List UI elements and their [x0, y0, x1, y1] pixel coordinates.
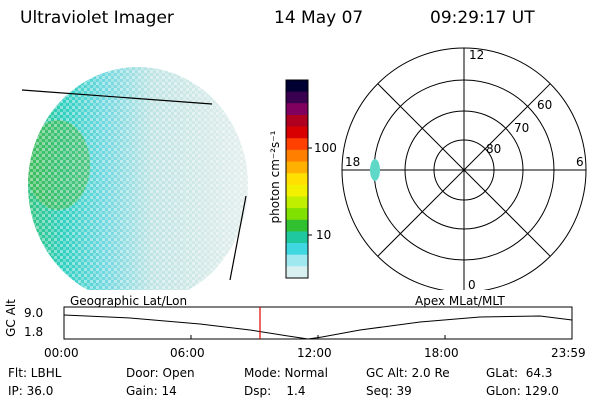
app-title: Ultraviolet Imager	[20, 8, 174, 28]
time-label: 09:29:17 UT	[430, 8, 535, 28]
status-gain: Gain: 14	[126, 384, 177, 398]
colorbar-band	[286, 173, 308, 186]
colorbar-band	[286, 184, 308, 197]
colorbar-band	[286, 126, 308, 139]
timeline-xlabel-0600: 06:00	[170, 346, 205, 360]
colorbar-band	[286, 196, 308, 209]
lat-label-80: 80	[486, 142, 501, 156]
polar-diagonal-2	[377, 83, 551, 257]
colorbar-band	[286, 138, 308, 151]
disc-emission	[28, 67, 248, 290]
timeline-ylabel-min: 1.8	[24, 325, 44, 339]
date-label: 14 May 07	[274, 8, 364, 28]
colorbar-band	[286, 266, 308, 279]
colorbar-band	[286, 231, 308, 244]
timeline-xlabel-1800: 18:00	[424, 346, 459, 360]
gc-alt-trace	[63, 314, 573, 340]
timeline-axis-title: GC Alt	[4, 299, 18, 337]
timeline-plot	[63, 306, 573, 340]
status-gc-alt: GC Alt: 2.0 Re	[366, 366, 450, 380]
colorbar-band	[286, 149, 308, 163]
colorbar-band	[286, 208, 308, 221]
colorbar-gradient	[286, 80, 308, 279]
colorbar-band	[286, 114, 308, 128]
colorbar-band	[286, 161, 308, 174]
status-glon: GLon: 129.0	[486, 384, 559, 398]
mlt-label-6: 6	[576, 155, 584, 169]
colorbar-tick-10: 10	[316, 228, 332, 242]
status-dsp: Dsp: 1.4	[244, 384, 306, 398]
timeline-ylabel-max: 9.0	[24, 306, 44, 320]
polar-aurora-patch	[370, 159, 380, 181]
timeline-right-caption: Apex MLat/MLT	[415, 294, 505, 308]
mlt-label-0: 0	[468, 278, 476, 290]
colorbar-band	[286, 91, 308, 104]
polar-plot: 12 18 6 0 60 70 80	[341, 47, 587, 290]
colorbar	[285, 79, 312, 279]
status-mode: Mode: Normal	[244, 366, 328, 380]
colorbar-band	[286, 103, 308, 116]
lat-label-70: 70	[514, 121, 529, 135]
mlt-label-12: 12	[469, 48, 484, 62]
uv-disc-image	[21, 67, 248, 290]
limb-line	[229, 195, 247, 281]
timeline-left-caption: Geographic Lat/Lon	[70, 294, 188, 308]
timeline-xlabel-0000: 00:00	[44, 346, 79, 360]
colorbar-unit-label: photon cm⁻²s⁻¹	[268, 130, 282, 224]
timeline-xlabel-1200: 12:00	[297, 346, 332, 360]
colorbar-band	[286, 243, 308, 256]
status-door: Door: Open	[126, 366, 195, 380]
colorbar-band	[286, 254, 308, 267]
status-ip: IP: 36.0	[8, 384, 54, 398]
lat-label-60: 60	[537, 98, 552, 112]
colorbar-band	[286, 80, 308, 93]
status-glat: GLat: 64.3	[486, 366, 553, 380]
terminator-line	[21, 89, 213, 105]
status-seq: Seq: 39	[366, 384, 412, 398]
colorbar-tick-100: 100	[314, 141, 337, 155]
mlt-label-18: 18	[345, 155, 360, 169]
timeline-xlabel-2359: 23:59	[551, 346, 586, 360]
status-filter: Flt: LBHL	[8, 366, 62, 380]
colorbar-band	[286, 219, 308, 232]
